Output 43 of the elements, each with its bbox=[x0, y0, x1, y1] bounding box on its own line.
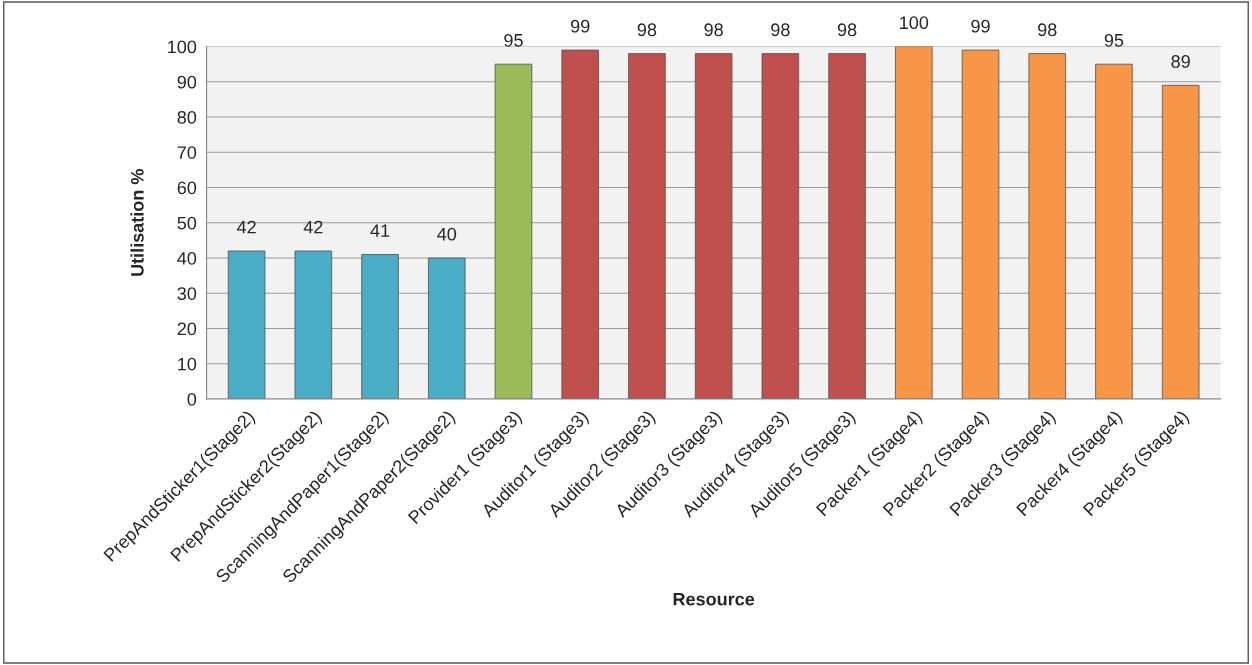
y-tick-label: 30 bbox=[177, 287, 197, 300]
bar bbox=[628, 53, 666, 399]
data-label: 98 bbox=[637, 23, 657, 37]
y-tick-label: 0 bbox=[187, 392, 197, 406]
bar bbox=[761, 53, 800, 399]
y-tick-label: 100 bbox=[168, 40, 197, 54]
y-tick-label: 50 bbox=[177, 216, 197, 230]
bar bbox=[227, 250, 266, 399]
data-label: 98 bbox=[704, 23, 723, 37]
y-tick-label: 90 bbox=[177, 75, 197, 89]
data-label: 89 bbox=[1171, 55, 1190, 68]
bar bbox=[561, 49, 599, 399]
y-tick-label: 10 bbox=[178, 357, 197, 371]
bar bbox=[428, 257, 466, 399]
data-label: 98 bbox=[1038, 23, 1057, 37]
bar bbox=[961, 49, 1000, 399]
x-axis-title: Resource bbox=[673, 592, 755, 606]
y-tick-label: 40 bbox=[177, 251, 197, 265]
y-tick-label: 80 bbox=[177, 110, 197, 124]
y-tick-label: 70 bbox=[177, 146, 197, 160]
bar bbox=[294, 250, 333, 399]
bar bbox=[828, 53, 866, 399]
data-label: 98 bbox=[771, 23, 790, 37]
y-axis-title: Utilisation % bbox=[130, 169, 144, 276]
y-tick-label: 20 bbox=[177, 322, 197, 336]
data-label: 99 bbox=[571, 19, 590, 33]
data-label: 98 bbox=[837, 23, 857, 37]
data-label: 95 bbox=[1104, 33, 1124, 47]
data-label: 95 bbox=[504, 33, 523, 47]
data-label: 42 bbox=[236, 220, 256, 234]
bar bbox=[694, 53, 733, 399]
bar bbox=[895, 46, 933, 399]
data-label: 100 bbox=[900, 16, 929, 30]
data-label: 40 bbox=[437, 227, 457, 241]
data-label: 42 bbox=[303, 220, 323, 234]
data-label: 99 bbox=[971, 19, 990, 33]
bar bbox=[1161, 84, 1200, 399]
bar bbox=[494, 63, 533, 399]
bar bbox=[1028, 53, 1066, 399]
y-tick-label: 60 bbox=[177, 181, 197, 195]
bar bbox=[361, 254, 399, 399]
bar bbox=[1095, 63, 1133, 399]
data-label: 41 bbox=[370, 224, 390, 237]
